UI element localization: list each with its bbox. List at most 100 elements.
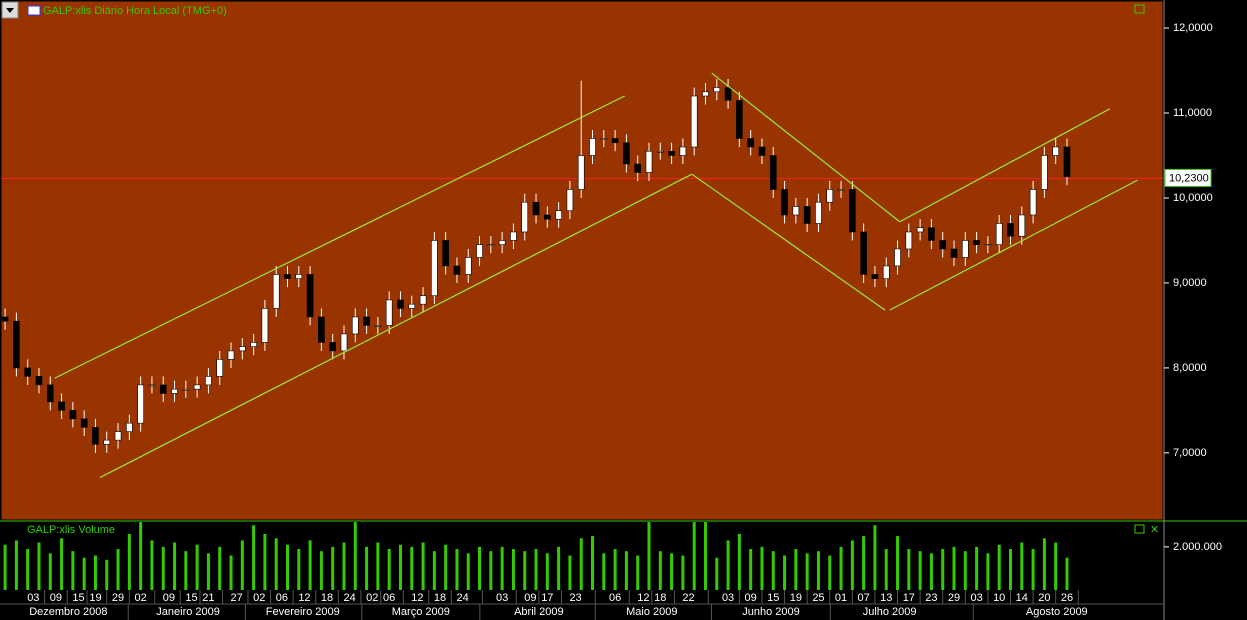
- volume-bar: [82, 557, 86, 590]
- volume-bar: [116, 549, 120, 590]
- candle-body: [950, 248, 958, 258]
- x-tick-label: 19: [89, 592, 101, 604]
- candle-body: [995, 223, 1003, 246]
- candle-body: [747, 138, 754, 148]
- y-tick-label: 10,0000: [1173, 192, 1213, 204]
- y-tick-label: 12,0000: [1173, 22, 1213, 34]
- volume-bar: [545, 553, 549, 590]
- volume-bar: [1042, 538, 1046, 590]
- volume-bar: [929, 553, 933, 590]
- x-tick-label: 12: [411, 592, 423, 604]
- trendline: [99, 173, 693, 479]
- candle-body: [1, 316, 9, 322]
- volume-bar: [274, 538, 278, 590]
- volume-bar: [3, 544, 7, 590]
- month-label: Maio 2009: [626, 606, 677, 618]
- candle-body: [758, 146, 766, 156]
- volume-bar: [975, 546, 979, 590]
- candle-body: [928, 227, 935, 241]
- x-tick-label: 23: [569, 592, 581, 604]
- candle-body: [871, 274, 879, 279]
- candle-body: [216, 359, 224, 377]
- x-tick-label: 18: [654, 592, 666, 604]
- y-tick-label: 7,0000: [1173, 447, 1207, 459]
- volume-bar: [715, 557, 719, 590]
- volume-bar: [206, 553, 210, 590]
- x-tick-label: 06: [383, 592, 395, 604]
- candle-body: [114, 431, 122, 441]
- candle-body: [781, 189, 788, 216]
- x-tick-label: 07: [858, 592, 870, 604]
- candle-body: [1063, 146, 1071, 178]
- candle-body: [476, 244, 483, 258]
- month-label: Abril 2009: [514, 606, 564, 618]
- x-tick-label: 03: [970, 592, 982, 604]
- candle-body: [46, 384, 54, 403]
- candle-body: [645, 150, 653, 173]
- candle-body: [623, 142, 630, 165]
- x-tick-label: 17: [541, 592, 553, 604]
- candle-body: [385, 299, 393, 326]
- volume-bar: [681, 555, 685, 590]
- candle-body: [419, 295, 427, 305]
- volume-bar: [511, 549, 515, 590]
- volume-bar: [342, 542, 346, 590]
- candle-body: [295, 274, 303, 279]
- candle-body: [634, 163, 642, 173]
- candle-body: [13, 320, 20, 369]
- volume-bar: [568, 555, 572, 590]
- month-label: Março 2009: [392, 606, 450, 618]
- x-tick-label: 09: [524, 592, 536, 604]
- x-tick-label: 12: [637, 592, 649, 604]
- x-tick-label: 23: [925, 592, 937, 604]
- maximize-button[interactable]: [1134, 4, 1145, 14]
- volume-bar: [173, 542, 177, 590]
- x-tick-label: 27: [231, 592, 243, 604]
- volume-bar: [432, 551, 436, 590]
- volume-bar: [658, 551, 662, 590]
- candle-body: [882, 265, 890, 279]
- candle-body: [916, 227, 924, 233]
- x-tick-label: 02: [135, 592, 147, 604]
- candle-body: [849, 189, 856, 233]
- chart-title[interactable]: GALP:xlis Diário Hora Local (TMG+0): [43, 5, 227, 17]
- x-tick-label: 18: [434, 592, 446, 604]
- volume-bar: [71, 551, 75, 590]
- close-button[interactable]: ✕: [1150, 524, 1159, 536]
- volume-bar: [952, 546, 956, 590]
- maximize-button[interactable]: [1134, 524, 1145, 534]
- volume-bar: [319, 551, 323, 590]
- volume-bar: [783, 555, 787, 590]
- candle-body: [24, 367, 31, 377]
- x-tick-label: 18: [321, 592, 333, 604]
- candle-body: [815, 201, 822, 224]
- volume-bar: [410, 546, 414, 590]
- trendline: [889, 179, 1138, 311]
- volume-bar: [737, 533, 741, 590]
- last-price-box: [1164, 168, 1212, 187]
- x-tick-label: 29: [948, 592, 960, 604]
- candle-body: [159, 384, 167, 394]
- volume-bar: [1008, 549, 1012, 590]
- volume-bar: [60, 538, 64, 590]
- volume-bar: [1065, 557, 1069, 590]
- volume-bar: [557, 546, 561, 590]
- candle-body: [702, 91, 709, 97]
- candle-body: [340, 333, 348, 352]
- chart-icon: [27, 5, 41, 16]
- candle-body: [555, 210, 562, 220]
- candle-body: [837, 189, 845, 191]
- volume-bar: [794, 549, 798, 590]
- volume-bar: [771, 551, 775, 590]
- candle-body: [137, 384, 144, 424]
- x-tick-label: 20: [1038, 592, 1050, 604]
- volume-bar: [805, 553, 809, 590]
- candle-body: [193, 384, 201, 390]
- volume-bar: [613, 549, 617, 590]
- volume-bar: [692, 522, 696, 590]
- candle-body: [792, 206, 800, 216]
- candle-body: [510, 231, 517, 241]
- candle-body: [1029, 189, 1037, 216]
- x-tick-label: 02: [253, 592, 265, 604]
